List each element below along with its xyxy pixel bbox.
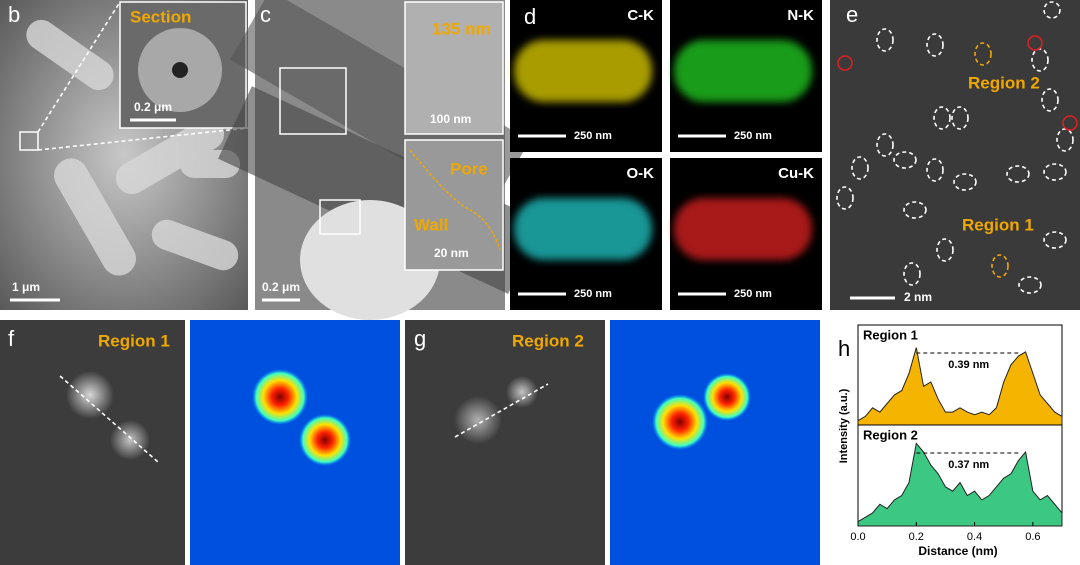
atom-mark — [991, 254, 1009, 278]
element-label: N-K — [787, 7, 814, 24]
atom — [506, 376, 538, 408]
region-title: Region 2 — [512, 331, 584, 350]
zoom-line — [37, 127, 249, 151]
haadf-image — [405, 320, 605, 565]
element-label: Cu-K — [778, 165, 814, 182]
scale-label: 250 nm — [574, 288, 612, 300]
panel-label: g — [414, 326, 426, 351]
rods — [26, 19, 240, 276]
panel-label: h — [838, 336, 850, 361]
panel-label: c — [260, 2, 271, 27]
panel-g: g Region 2 — [405, 320, 820, 565]
scale-label: 1 μm — [12, 280, 40, 294]
panel-d: C-K 250 nm N-K 250 nm O-K 250 nm Cu-K 250 nm d — [510, 0, 822, 310]
panel-b: b Section 0.2 μm 1 μm — [0, 0, 249, 310]
scale-label: 0.2 μm — [134, 100, 172, 114]
x-tick-label: 0.0 — [850, 531, 865, 543]
panel-label: b — [8, 2, 20, 27]
panel-c: c 135 nm 100 nm Pore Wall 20 nm 0.2 μm — [218, 0, 542, 320]
zoom-box — [319, 199, 361, 235]
region-label: Region 1 — [962, 215, 1034, 234]
heatmap — [610, 320, 820, 565]
x-tick-label: 0.4 — [967, 531, 982, 543]
scale-label: 100 nm — [430, 112, 471, 126]
panel-label: f — [8, 326, 15, 351]
intensity-area — [857, 347, 1063, 426]
scale-label: 2 nm — [904, 290, 932, 304]
x-tick-label: 0.6 — [1025, 531, 1040, 543]
scale-label: 0.2 μm — [262, 280, 300, 294]
hotspot — [652, 394, 708, 450]
y-axis-label: Intensity (a.u.) — [838, 388, 850, 463]
scale-label: 250 nm — [574, 130, 612, 142]
hotspot — [299, 414, 351, 466]
haadf-image — [0, 320, 185, 565]
region-label: Region 2 — [968, 73, 1040, 92]
pore — [172, 62, 188, 78]
atom-marks — [836, 1, 1074, 294]
panel-e: e Region 2 Region 1 2 nm — [830, 0, 1080, 310]
panel-label: e — [846, 2, 858, 27]
zoom-box — [19, 131, 39, 151]
atom-mark — [974, 42, 992, 66]
hotspot — [703, 373, 751, 421]
atom — [66, 371, 114, 419]
panel-h: h Distance (nm) Intensity (a.u.) Region … — [838, 324, 1063, 558]
inset — [404, 1, 504, 135]
zoom-line — [37, 1, 121, 133]
wall-label: Wall — [414, 215, 448, 234]
atom — [454, 396, 502, 444]
atom — [110, 420, 150, 460]
pore-label: Pore — [450, 159, 488, 178]
hotspot — [252, 369, 308, 425]
rod-signal — [674, 198, 812, 260]
zoom-box — [279, 67, 347, 135]
rod-signal — [674, 40, 812, 102]
legend-label: Region 2 — [863, 427, 918, 442]
x-tick-label: 0.2 — [909, 531, 924, 543]
x-axis-label: Distance (nm) — [918, 544, 997, 558]
distance-label: 0.37 nm — [948, 459, 989, 471]
wall-edge — [409, 149, 501, 251]
distance-label: 0.39 nm — [948, 359, 989, 371]
inset-title: Section — [130, 7, 191, 26]
panel-f: f Region 1 — [0, 320, 400, 565]
haadf-image — [830, 0, 1080, 310]
region-title: Region 1 — [98, 331, 170, 350]
legend-label: Region 1 — [863, 327, 918, 342]
scale-label: 250 nm — [734, 288, 772, 300]
profile-line — [454, 383, 549, 438]
scale-label: 250 nm — [734, 130, 772, 142]
inset — [404, 139, 504, 271]
heatmap — [190, 320, 400, 565]
scale-label: 20 nm — [434, 246, 469, 260]
element-label: C-K — [627, 7, 654, 24]
cluster-marks — [837, 35, 1078, 131]
element-label: O-K — [627, 165, 655, 182]
rod-signal — [514, 198, 652, 260]
intensity-area — [857, 442, 1063, 527]
panel-label: d — [524, 4, 536, 29]
profile-line — [59, 375, 159, 463]
width-label: 135 nm — [432, 19, 491, 38]
rod-signal — [514, 40, 652, 102]
